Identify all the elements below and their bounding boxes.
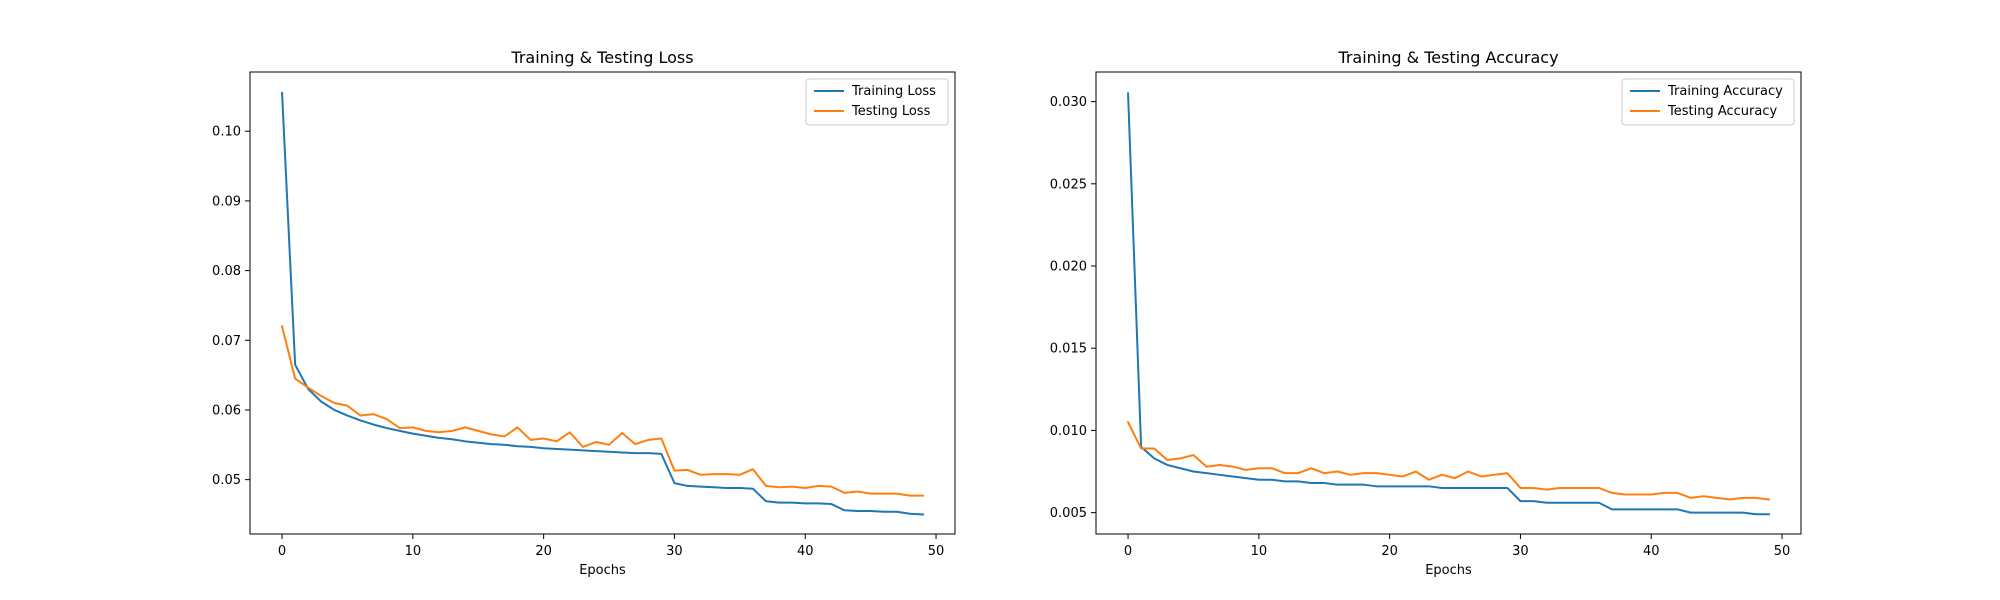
- loss-chart: Training & Testing Loss 0 10 20 30 40 50 0.05…: [212, 48, 956, 578]
- loss-y-tick-label: 0.07: [212, 334, 241, 349]
- loss-y-tick-label: 0.08: [212, 264, 241, 279]
- accuracy-series-training-accuracy: [1127, 92, 1770, 516]
- loss-y-tick-label: 0.09: [212, 194, 241, 209]
- loss-legend-training-label: Training Loss: [851, 84, 936, 99]
- accuracy-plot-frame: [1095, 71, 1802, 535]
- accuracy-legend: Training Accuracy Testing Accuracy: [1621, 78, 1795, 126]
- loss-x-tick-label: 40: [797, 544, 814, 559]
- loss-series-testing-loss: [280, 325, 924, 497]
- loss-plot-frame: [249, 71, 956, 535]
- accuracy-x-tick-label: 30: [1512, 544, 1529, 559]
- accuracy-legend-testing-label: Testing Accuracy: [1667, 104, 1777, 119]
- accuracy-x-tick-label: 40: [1643, 544, 1660, 559]
- accuracy-y-tick-label: 0.030: [1050, 95, 1087, 110]
- loss-y-tick-label: 0.05: [212, 473, 241, 488]
- accuracy-y-tick-label: 0.010: [1050, 424, 1087, 439]
- accuracy-x-tick-label: 50: [1774, 544, 1791, 559]
- loss-x-tick-label: 0: [278, 544, 286, 559]
- accuracy-x-ticks: 0 10 20 30 40 50: [1124, 534, 1790, 559]
- accuracy-y-tick-label: 0.025: [1050, 177, 1087, 192]
- accuracy-x-axis-label: Epochs: [1425, 563, 1472, 578]
- accuracy-legend-training-label: Training Accuracy: [1667, 84, 1783, 99]
- accuracy-y-tick-label: 0.005: [1050, 506, 1087, 521]
- accuracy-series-testing-accuracy: [1126, 420, 1771, 501]
- accuracy-chart-title: Training & Testing Accuracy: [1337, 48, 1558, 67]
- loss-x-tick-label: 50: [928, 544, 945, 559]
- loss-x-tick-label: 30: [666, 544, 683, 559]
- loss-legend-testing-label: Testing Loss: [851, 104, 931, 119]
- accuracy-x-tick-label: 10: [1251, 544, 1268, 559]
- accuracy-y-ticks: 0.005 0.010 0.015 0.020 0.025 0.030: [1050, 95, 1096, 521]
- accuracy-y-tick-label: 0.020: [1050, 260, 1087, 275]
- loss-chart-title: Training & Testing Loss: [510, 48, 693, 67]
- loss-x-ticks: 0 10 20 30 40 50: [278, 534, 944, 559]
- accuracy-chart: Training & Testing Accuracy 0 10 20 30 40 50 …: [1050, 48, 1802, 578]
- loss-x-tick-label: 10: [405, 544, 422, 559]
- loss-y-tick-label: 0.10: [212, 125, 241, 140]
- loss-lines: [280, 91, 925, 516]
- accuracy-lines: [1126, 92, 1771, 516]
- accuracy-x-tick-label: 20: [1381, 544, 1398, 559]
- loss-x-axis-label: Epochs: [579, 563, 626, 578]
- loss-x-tick-label: 20: [535, 544, 552, 559]
- loss-y-tick-label: 0.06: [212, 403, 241, 418]
- loss-series-training-loss: [281, 91, 925, 516]
- loss-legend: Training Loss Testing Loss: [805, 78, 949, 126]
- loss-y-ticks: 0.05 0.06 0.07 0.08 0.09 0.10: [212, 125, 250, 488]
- accuracy-y-tick-label: 0.015: [1050, 342, 1087, 357]
- accuracy-legend-box: [1621, 78, 1795, 126]
- accuracy-x-tick-label: 0: [1124, 544, 1132, 559]
